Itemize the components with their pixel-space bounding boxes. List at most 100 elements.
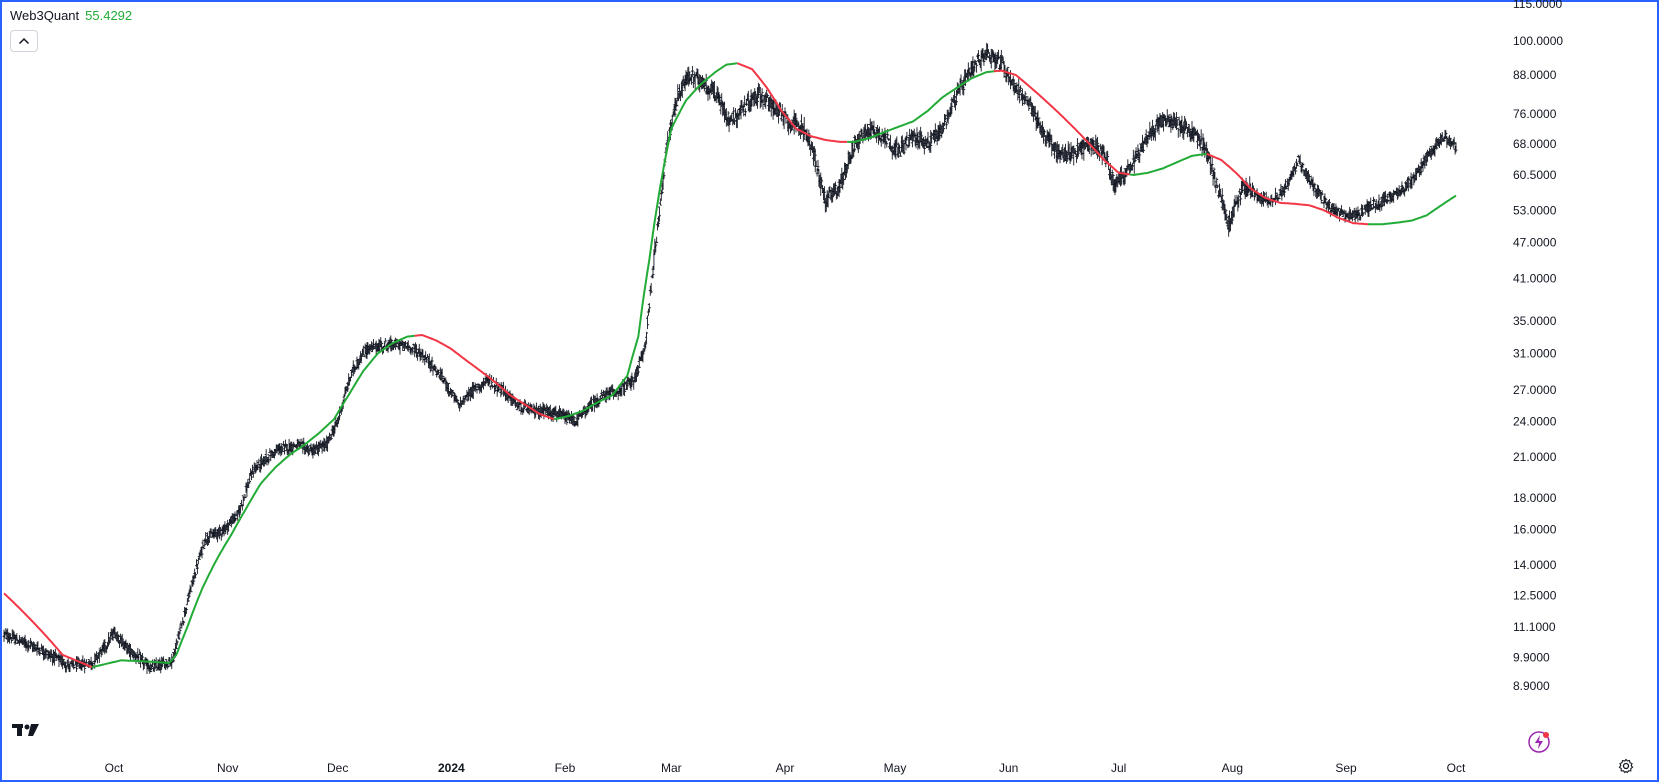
price-bar [944,121,948,130]
price-bar [177,631,181,640]
price-bar [443,377,447,382]
price-bar [730,112,734,122]
price-bar [853,134,857,153]
price-bar [657,206,661,222]
price-bar [437,369,440,375]
price-bar [349,369,353,378]
price-bar [1073,148,1077,153]
price-bar [675,100,679,107]
price-bar [327,432,331,441]
price-bar [425,357,429,363]
price-bar [795,119,799,127]
price-bar [745,99,748,106]
price-bar [657,216,660,228]
price-bar [987,49,990,54]
price-bar [475,389,479,394]
price-bar [761,99,765,110]
price-bar [85,659,88,664]
price-bar [885,140,889,148]
price-bar [456,399,460,404]
price-bar [461,395,465,405]
price-bar [688,71,692,85]
price-bar [281,446,285,452]
price-bar [1076,146,1080,157]
price-bar [240,504,244,511]
price-bar [251,470,255,478]
price-bar [97,650,101,663]
price-bar [1074,149,1078,156]
price-bar [357,358,361,370]
price-bar [1137,148,1141,163]
price-bar [943,114,947,121]
price-bar [553,406,557,417]
price-bar [814,160,818,168]
price-bar [658,198,662,206]
price-bar [415,352,419,361]
price-bar [1056,144,1060,160]
price-bar [260,453,264,470]
price-bar [677,92,681,102]
price-bar [744,108,748,117]
price-bar [1119,167,1122,187]
price-bar [267,454,271,464]
price-bar [759,93,763,107]
price-bar [899,152,902,157]
price-bar [847,153,851,165]
price-bar [1012,79,1016,96]
price-bar [200,546,204,559]
price-bar [426,354,429,359]
price-bar [820,177,824,188]
price-bar [189,586,193,593]
price-bar [124,639,128,649]
price-bar [248,473,252,484]
price-bar [192,575,196,585]
price-bar [383,338,387,343]
price-bar [193,568,197,579]
price-bar [616,391,620,401]
price-bar [1124,167,1128,178]
price-bar [1065,151,1069,162]
price-bar [453,392,457,402]
price-bar [1048,128,1052,147]
price-bar [346,381,350,393]
price-bar [158,657,162,671]
price-bar [815,168,819,177]
price-bar [1033,105,1037,121]
price-bar [361,345,365,356]
price-bar [884,131,888,145]
price-bar [674,98,678,111]
price-bar [641,350,645,363]
price-bar [974,60,978,65]
price-bar [645,331,649,344]
price-bar [946,109,950,124]
price-bar [95,651,99,660]
price-bar [1133,150,1137,162]
price-bar [202,546,206,550]
price-bar [1110,169,1114,184]
price-bar [756,87,759,109]
price-bar [584,409,588,417]
price-bar [739,100,743,120]
price-bar [929,129,933,153]
price-bar [1138,152,1142,163]
price-bar [950,97,954,115]
price-bar [1141,141,1145,153]
price-bar [842,171,846,185]
price-bar [954,89,958,106]
price-bar [718,94,722,106]
price-bar [690,66,694,76]
price-bar [450,389,454,397]
price-bars [2,42,1458,674]
price-bar [1016,89,1020,101]
price-bar [1053,141,1057,151]
price-bar [625,376,629,391]
price-bar [25,641,29,649]
price-bar [1075,138,1079,160]
price-bar [265,457,269,463]
price-bar [459,396,462,407]
price-bar [217,524,221,540]
price-bar [1070,148,1074,159]
price-bar [73,666,77,669]
price-bar [246,479,250,489]
